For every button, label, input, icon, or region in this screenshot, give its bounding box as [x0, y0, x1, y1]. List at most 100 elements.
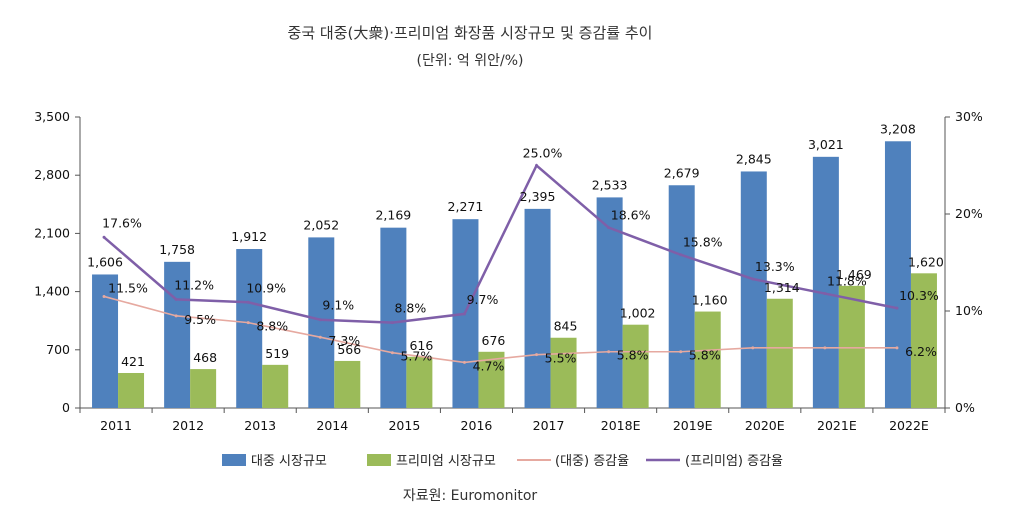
left-y-tick-label: 2,100	[34, 225, 70, 240]
left-y-tick-label: 700	[46, 342, 70, 357]
data-label-premium-market: 1,314	[764, 280, 800, 295]
x-tick-label: 2013	[244, 418, 276, 433]
plot-area: 1,606 421 1,758 468 1,912 519 2,052 566 2,169 616…	[34, 109, 983, 433]
data-label-premium-market: 1,620	[908, 254, 944, 269]
left-y-tick-label: 1,400	[34, 284, 70, 299]
point-mass-growth	[535, 353, 539, 357]
bar-mass-market	[164, 261, 191, 408]
bars-layer	[92, 141, 937, 408]
data-label-mass-market: 2,271	[448, 199, 484, 214]
data-label-mass-market: 3,021	[808, 137, 844, 152]
data-label-premium-market: 676	[482, 333, 506, 348]
lines-layer	[102, 163, 899, 364]
data-labels-layer: 1,606 421 1,758 468 1,912 519 2,052 566 2,169 616…	[87, 121, 944, 373]
bar-premium-market	[262, 364, 289, 408]
point-mass-growth	[751, 346, 755, 350]
x-tick-label: 2019E	[673, 418, 713, 433]
point-mass-growth	[895, 346, 899, 350]
data-label-premium-growth: 9.7%	[467, 292, 499, 307]
data-label-mass-market: 2,169	[375, 208, 411, 223]
data-label-premium-growth: 25.0%	[523, 146, 563, 161]
axis-ticks-layer: 0 700 1,400 2,100 2,800 3,500 0% 10% 20% 30% 2011 2…	[34, 109, 983, 433]
right-y-tick-label: 10%	[955, 303, 983, 318]
data-label-mass-market: 2,679	[664, 165, 700, 180]
legend-label-premium-growth: (프리미엄) 증감율	[685, 454, 783, 469]
point-mass-growth	[318, 335, 322, 339]
point-premium-growth	[823, 292, 827, 296]
data-label-premium-market: 616	[409, 338, 433, 353]
bar-premium-market	[910, 273, 937, 408]
right-y-tick-label: 0%	[955, 400, 975, 415]
data-label-mass-growth: 7.3%	[328, 333, 360, 348]
right-y-tick-label: 20%	[955, 206, 983, 221]
x-tick-label: 2020E	[745, 418, 785, 433]
point-premium-growth	[895, 306, 899, 310]
legend: 대중 시장규모 프리미엄 시장규모 (대중) 증감율 (프리미엄) 증감율	[222, 454, 783, 469]
data-label-mass-growth: 5.7%	[400, 349, 432, 364]
right-y-tick-label: 30%	[955, 109, 983, 124]
legend-label-mass-growth: (대중) 증감율	[555, 454, 629, 469]
bar-premium-market	[190, 369, 217, 408]
data-label-mass-growth: 5.5%	[545, 351, 577, 366]
x-tick-label: 2011	[100, 418, 132, 433]
point-mass-growth	[102, 294, 106, 298]
data-label-mass-growth: 5.8%	[689, 348, 721, 363]
bar-mass-market	[236, 249, 263, 408]
data-label-mass-market: 3,208	[880, 121, 916, 136]
data-label-premium-market: 519	[265, 346, 289, 361]
data-label-mass-market: 1,912	[231, 229, 267, 244]
x-tick-label: 2018E	[601, 418, 641, 433]
legend-swatch-premium-market	[367, 454, 391, 466]
bar-premium-market	[694, 311, 721, 408]
point-mass-growth	[679, 350, 683, 354]
data-label-mass-growth: 5.8%	[617, 348, 649, 363]
point-premium-growth	[751, 277, 755, 281]
bar-premium-market	[118, 372, 145, 408]
x-tick-label: 2017	[533, 418, 565, 433]
data-label-mass-market: 1,758	[159, 242, 195, 257]
data-label-mass-market: 2,052	[303, 217, 339, 232]
bar-premium-market	[838, 285, 865, 408]
x-tick-label: 2015	[388, 418, 420, 433]
bar-mass-market	[524, 208, 551, 408]
data-label-mass-market: 2,395	[520, 189, 556, 204]
point-mass-growth	[174, 314, 178, 318]
left-y-tick-label: 2,800	[34, 167, 70, 182]
legend-label-mass-market: 대중 시장규모	[251, 454, 327, 469]
legend-label-premium-market: 프리미엄 시장규모	[396, 454, 496, 469]
data-label-premium-market: 1,469	[836, 267, 872, 282]
bar-mass-market	[380, 227, 407, 408]
data-label-mass-growth: 8.8%	[256, 319, 288, 334]
data-label-mass-market: 2,845	[736, 151, 772, 166]
point-premium-growth	[607, 226, 611, 230]
bar-mass-market	[812, 156, 839, 408]
x-tick-label: 2022E	[889, 418, 929, 433]
point-premium-growth	[318, 318, 322, 322]
chart-title: 중국 대중(大衆)·프리미엄 화장품 시장규모 및 증감률 추이	[288, 24, 653, 42]
left-y-tick-label: 0	[62, 400, 70, 415]
data-label-premium-growth: 17.6%	[102, 215, 142, 230]
chart-subtitle: (단위: 억 위안/%)	[417, 53, 524, 69]
point-mass-growth	[823, 346, 827, 350]
bar-premium-market	[622, 324, 649, 408]
point-premium-growth	[679, 253, 683, 257]
bar-premium-market	[406, 356, 433, 408]
line-mass-growth	[103, 295, 897, 364]
x-tick-label: 2014	[316, 418, 348, 433]
point-mass-growth	[607, 350, 611, 354]
x-tick-label: 2016	[461, 418, 493, 433]
source-note: 자료원: Euromonitor	[403, 488, 538, 504]
bar-mass-market	[668, 185, 695, 408]
point-premium-growth	[246, 300, 250, 304]
data-label-premium-growth: 11.2%	[174, 277, 214, 292]
bar-premium-market	[550, 337, 577, 408]
legend-swatch-mass-market	[222, 454, 246, 466]
bar-premium-market	[766, 298, 793, 408]
data-label-premium-market: 1,160	[692, 293, 728, 308]
data-label-premium-growth: 10.3%	[899, 288, 939, 303]
data-label-premium-growth: 18.6%	[611, 208, 651, 223]
x-tick-label: 2012	[172, 418, 204, 433]
data-label-premium-growth: 8.8%	[394, 301, 426, 316]
data-label-premium-growth: 11.8%	[827, 274, 867, 289]
